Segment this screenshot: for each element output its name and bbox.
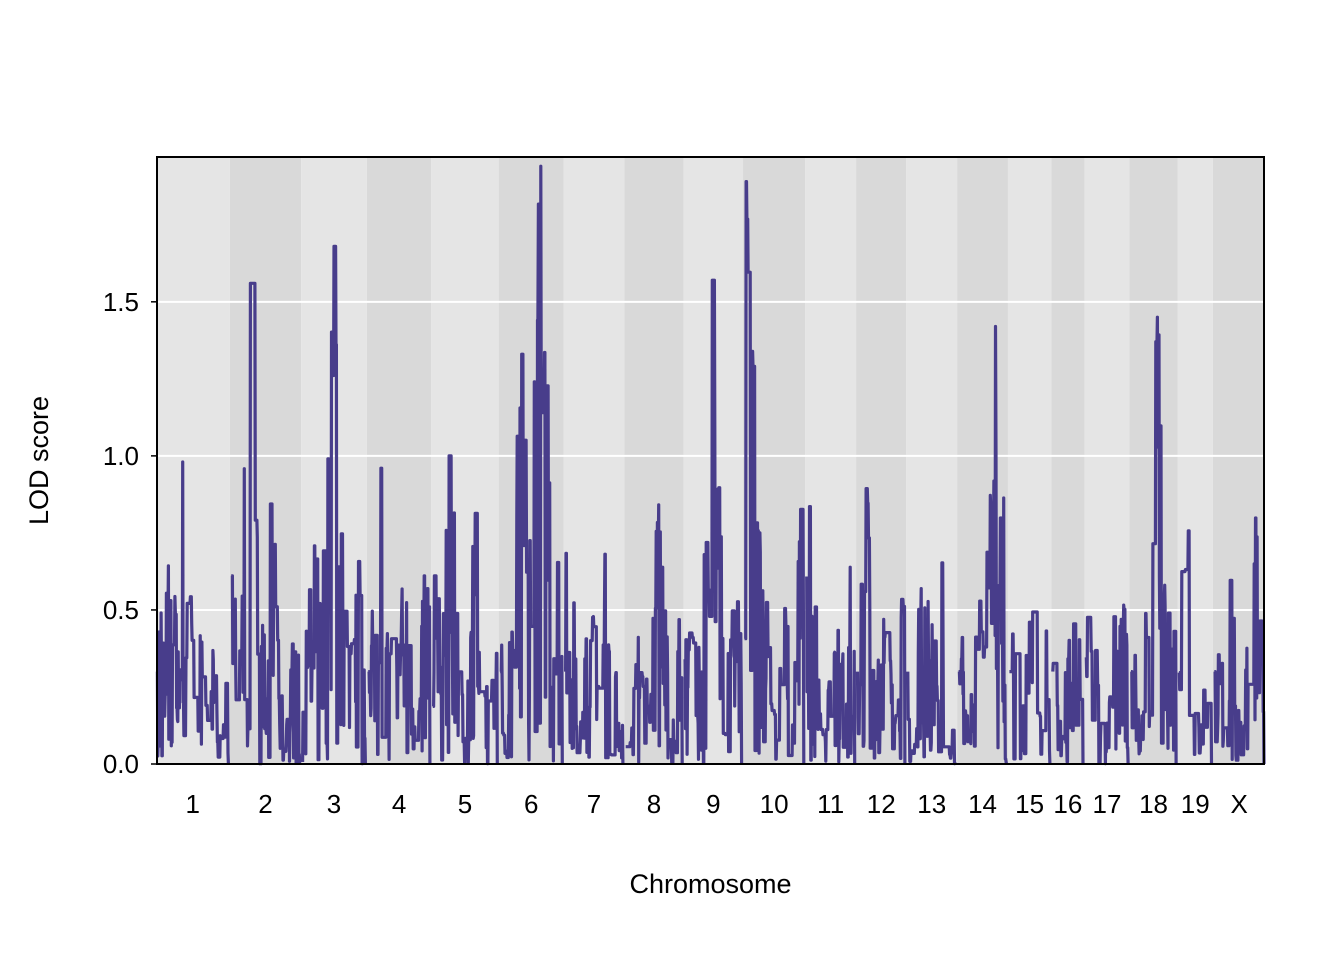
- x-tick-label-chr-17: 17: [1093, 789, 1122, 819]
- x-tick-label-chr-15: 15: [1015, 789, 1044, 819]
- y-axis-title: LOD score: [24, 396, 54, 525]
- x-tick-label-chr-10: 10: [760, 789, 789, 819]
- band-chr-19: [1177, 157, 1213, 764]
- y-tick-label: 1.0: [103, 441, 139, 471]
- x-axis-title: Chromosome: [629, 869, 791, 899]
- x-tick-label-chr-18: 18: [1139, 789, 1168, 819]
- x-tick-label-chr-11: 11: [817, 789, 844, 819]
- y-tick-label: 0.5: [103, 595, 139, 625]
- x-tick-label-chr-6: 6: [524, 789, 538, 819]
- x-tick-label-chr-13: 13: [917, 789, 946, 819]
- plot-frame: [156, 156, 1265, 765]
- x-tick-label-chr-4: 4: [392, 789, 406, 819]
- x-tick-label-chr-16: 16: [1053, 789, 1082, 819]
- x-tick-label-chr-1: 1: [185, 789, 199, 819]
- x-axis: 1 2 3 4 5 6 7 8 9 10 11 12 13 14 15 16 17 18 19 X: [185, 789, 1247, 819]
- x-tick-label-chr-8: 8: [647, 789, 661, 819]
- y-tick-label: 1.5: [103, 287, 139, 317]
- x-tick-label-chr-14: 14: [968, 789, 997, 819]
- x-tick-label-chr-19: 19: [1181, 789, 1210, 819]
- x-tick-label-chr-3: 3: [327, 789, 341, 819]
- y-axis: 0.0 0.5 1.0 1.5: [103, 287, 157, 779]
- x-tick-label-chr-12: 12: [867, 789, 896, 819]
- x-tick-label-chr-2: 2: [258, 789, 272, 819]
- x-tick-label-chr-9: 9: [706, 789, 720, 819]
- x-tick-label-chr-7: 7: [587, 789, 601, 819]
- y-tick-label: 0.0: [103, 749, 139, 779]
- x-tick-label-chr-5: 5: [458, 789, 472, 819]
- x-tick-label-chr-X: X: [1230, 789, 1247, 819]
